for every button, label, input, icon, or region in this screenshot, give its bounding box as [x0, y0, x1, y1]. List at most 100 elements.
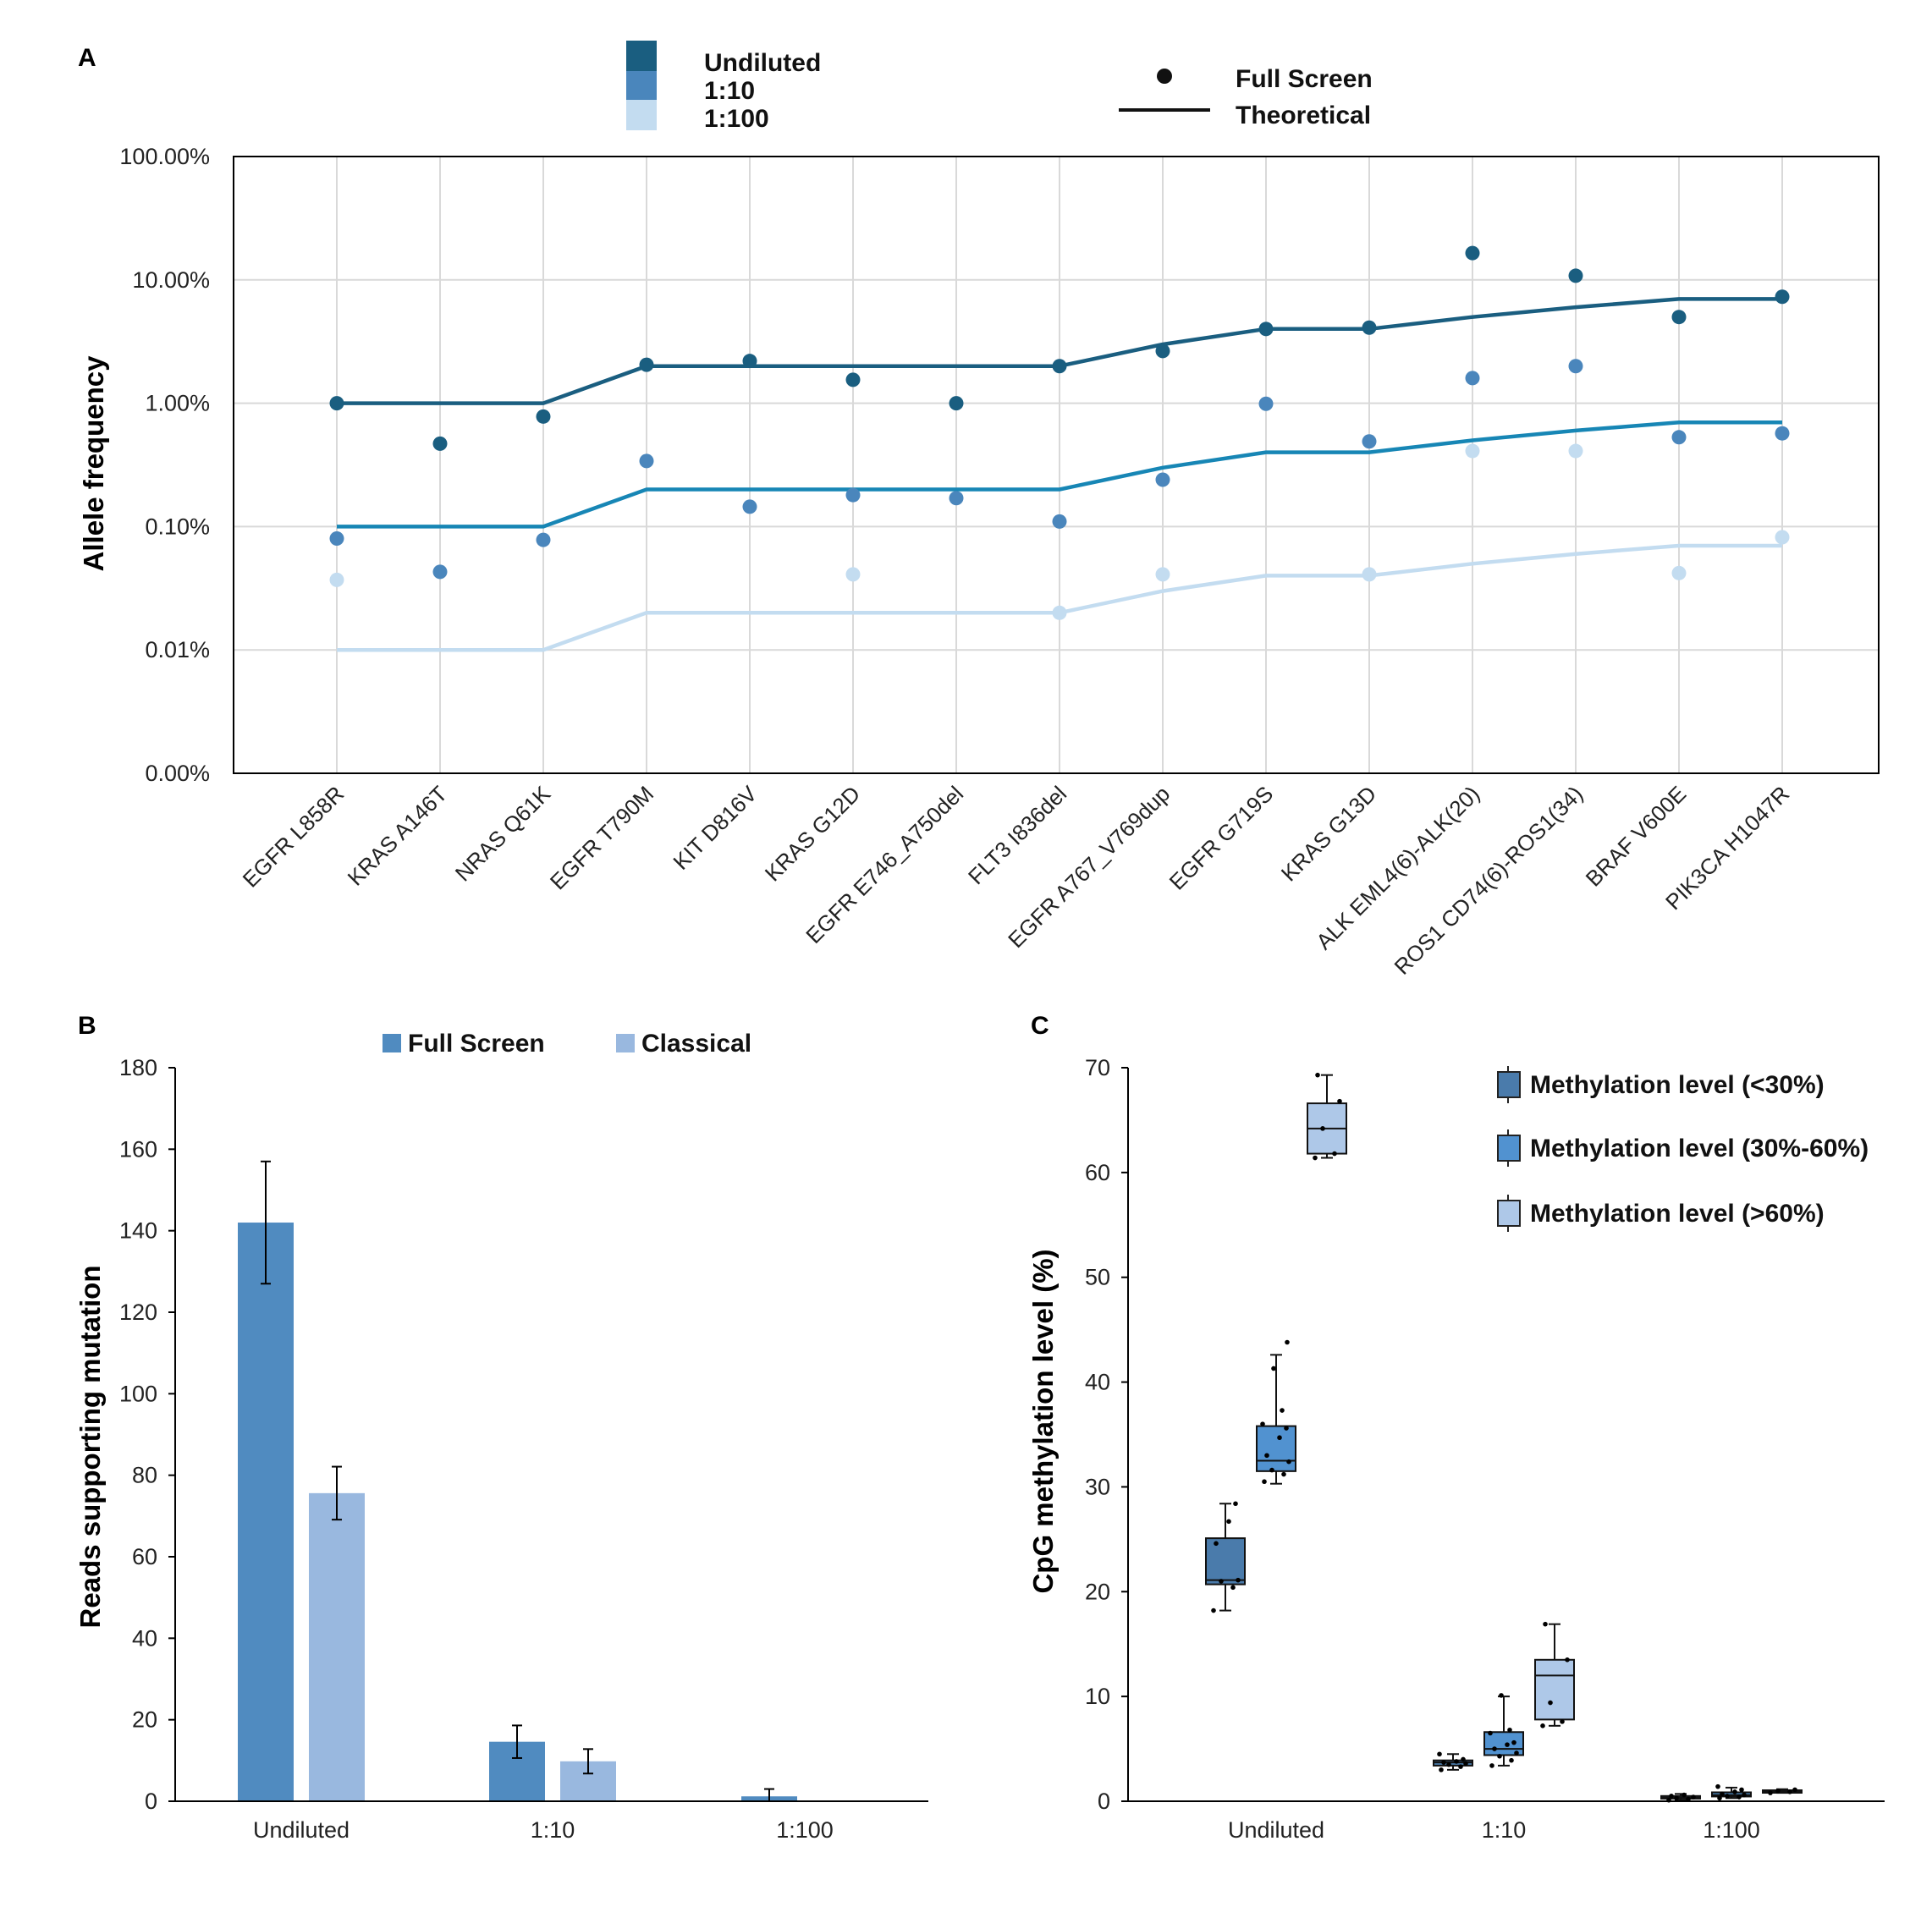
point-1-100-pik3ca-h1047r — [1775, 530, 1790, 545]
box-methylation-level-30-60-1-10-point — [1511, 1739, 1516, 1745]
x-tick-label-1-100: 1:100 — [776, 1817, 834, 1843]
legend-box-high-icon — [1497, 1195, 1521, 1232]
box-methylation-level-30-undiluted-point — [1236, 1577, 1241, 1583]
box-methylation-level-30-60-1-100-point — [1742, 1792, 1747, 1798]
x-tick-label-undiluted: Undiluted — [253, 1817, 350, 1843]
box-methylation-level-30-60-1-100-point — [1717, 1795, 1722, 1801]
point-undiluted-kras-g12d — [845, 372, 861, 387]
box-methylation-level-30-60-undiluted-point — [1264, 1453, 1269, 1459]
x-tick-label-egfr-g719s: EGFR G719S — [1164, 781, 1279, 895]
panel-c-y-axis-label: CpG methylation level (%) — [1027, 1249, 1059, 1593]
x-tick-label-1-100: 1:100 — [1703, 1817, 1760, 1843]
y-tick-label: 0 — [1098, 1789, 1110, 1814]
box-methylation-level-60-1-10-iqr — [1534, 1658, 1575, 1721]
legend-swatch-undiluted — [626, 41, 657, 71]
box-methylation-level-30-60-1-10-point — [1499, 1693, 1504, 1698]
y-tick-label: 80 — [132, 1463, 157, 1488]
box-methylation-level-30-undiluted-iqr — [1205, 1537, 1246, 1586]
point-1-100-egfr-a767-v769dup — [1155, 567, 1170, 582]
panel-a-gridlines — [234, 157, 1879, 773]
point-undiluted-nras-q61k — [536, 409, 551, 424]
x-tick-label-flt3-i836del: FLT3 I836del — [963, 781, 1071, 889]
panel-b-label: B — [78, 1012, 96, 1040]
box-methylation-level-30-undiluted-point — [1211, 1607, 1216, 1613]
point-1-10-egfr-e746-a750del — [949, 491, 964, 506]
point-undiluted-egfr-g719s — [1258, 321, 1274, 337]
panel-c-label: C — [1031, 1012, 1049, 1040]
box-methylation-level-30-60-1-100-point — [1720, 1791, 1725, 1797]
legend-label-meth-low: Methylation level (<30%) — [1530, 1071, 1825, 1099]
box-methylation-level-30-undiluted-point — [1219, 1579, 1224, 1584]
y-tick-label: 100.00% — [119, 144, 210, 169]
box-methylation-level-30-60-1-10-point — [1507, 1727, 1512, 1733]
box-methylation-level-30-1-10-point — [1437, 1751, 1442, 1757]
y-tick-label: 1.00% — [145, 391, 210, 416]
box-methylation-level-30-60-undiluted-point — [1277, 1435, 1282, 1441]
box-methylation-level-30-1-100-point — [1682, 1792, 1687, 1798]
y-tick-label: 0 — [145, 1789, 157, 1814]
y-tick-label: 40 — [1085, 1370, 1110, 1395]
y-tick-label: 40 — [132, 1625, 157, 1651]
point-undiluted-egfr-e746-a750del — [949, 396, 964, 411]
box-methylation-level-60-1-100-point — [1787, 1789, 1792, 1794]
panel-a-marker-legend: Full Screen Theoretical — [1119, 65, 1373, 129]
point-1-10-pik3ca-h1047r — [1775, 426, 1790, 441]
point-1-10-kras-a146t — [432, 564, 448, 580]
y-tick-label: 0.00% — [145, 761, 210, 786]
legend-label-undiluted: Undiluted — [704, 49, 821, 77]
box-methylation-level-60-1-100-point — [1792, 1787, 1797, 1793]
box-methylation-level-60-1-100-point — [1768, 1790, 1773, 1795]
box-methylation-level-30-60-1-10-point — [1514, 1750, 1519, 1756]
point-1-10-kit-d816v — [742, 499, 757, 514]
box-methylation-level-60-undiluted-point — [1320, 1126, 1325, 1131]
box-methylation-level-30-1-100-point — [1691, 1794, 1696, 1800]
y-tick-label: 0.10% — [145, 514, 210, 539]
box-methylation-level-30-60-1-100-point — [1725, 1794, 1730, 1799]
panel-a: A Undiluted 1:10 1:100 Full Screen Theor… — [78, 41, 1880, 980]
legend-label-meth-mid: Methylation level (30%-60%) — [1530, 1135, 1869, 1162]
box-methylation-level-60-undiluted-point — [1315, 1072, 1320, 1078]
x-tick-label-1-10: 1:10 — [531, 1817, 575, 1843]
point-undiluted-egfr-a767-v769dup — [1155, 343, 1170, 359]
box-methylation-level-30-60-1-100-point — [1739, 1787, 1744, 1793]
box-methylation-level-30-1-100-point — [1669, 1794, 1674, 1799]
point-1-100-braf-v600e — [1671, 565, 1687, 580]
panel-b-bars — [238, 1223, 797, 1801]
box-methylation-level-30-1-100-point — [1686, 1796, 1691, 1802]
panel-c: C Methylation level (<30%) Methylation l… — [1027, 1012, 1885, 1843]
point-1-100-ros1-cd74-6-ros1-34 — [1568, 443, 1583, 459]
box-methylation-level-30-60-1-100-point — [1732, 1789, 1737, 1794]
box-methylation-level-30-60-undiluted-point — [1271, 1366, 1276, 1371]
point-undiluted-kras-a146t — [432, 436, 448, 451]
box-methylation-level-60-1-10-point — [1540, 1723, 1545, 1728]
box-methylation-level-60-undiluted-point — [1332, 1151, 1337, 1157]
legend-label-1-100: 1:100 — [704, 105, 769, 133]
point-undiluted-kit-d816v — [742, 354, 757, 369]
point-undiluted-egfr-t790m — [639, 357, 654, 372]
box-methylation-level-30-1-10-point — [1458, 1764, 1463, 1769]
x-tick-label-kras-a146t: KRAS A146T — [343, 781, 453, 891]
legend-swatch-classical — [616, 1034, 635, 1052]
point-1-10-egfr-g719s — [1258, 396, 1274, 411]
point-undiluted-braf-v600e — [1671, 310, 1687, 325]
box-methylation-level-30-60-1-10-point — [1509, 1757, 1514, 1763]
y-tick-label: 20 — [132, 1707, 157, 1733]
legend-swatch-full-screen — [383, 1034, 401, 1052]
box-methylation-level-30-60-1-10-point — [1489, 1763, 1494, 1768]
box-methylation-level-30-60-undiluted-iqr — [1256, 1425, 1296, 1472]
box-methylation-level-30-60-1-10-point — [1492, 1746, 1497, 1751]
box-methylation-level-30-undiluted-point — [1214, 1541, 1219, 1547]
box-methylation-level-60-1-10-point — [1548, 1700, 1553, 1706]
box-methylation-level-30-undiluted-point — [1230, 1585, 1236, 1591]
box-methylation-level-30-60-1-100-point — [1737, 1794, 1742, 1800]
box-methylation-level-60-1-100-point — [1775, 1788, 1781, 1794]
point-1-10-alk-eml4-6-alk-20 — [1465, 371, 1480, 386]
panel-a-y-axis-label: Allele frequency — [78, 355, 109, 572]
box-methylation-level-30-1-10-point — [1439, 1767, 1444, 1772]
legend-box-mid-icon — [1497, 1129, 1521, 1167]
bar-full-screen-undiluted — [238, 1223, 294, 1801]
point-1-10-egfr-l858r — [329, 531, 344, 547]
x-tick-label-braf-v600e: BRAF V600E — [1581, 781, 1692, 892]
point-1-100-egfr-l858r — [329, 572, 344, 587]
